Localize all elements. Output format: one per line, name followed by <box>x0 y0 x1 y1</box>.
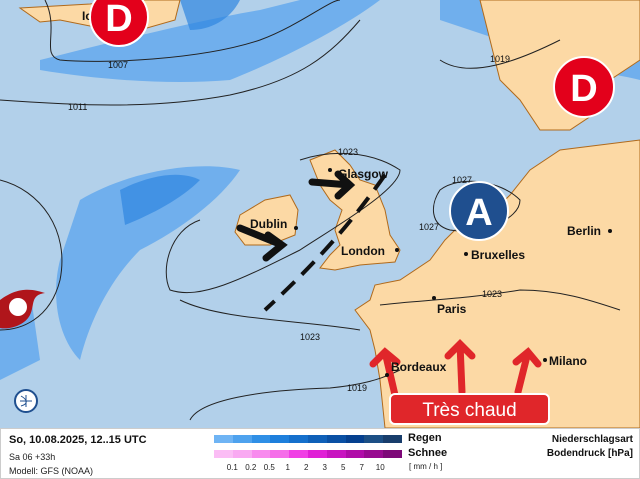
scale-swatch <box>270 450 290 458</box>
scale-swatch <box>383 450 402 458</box>
tropical-cyclone-icon <box>0 289 45 329</box>
isobar-label: 1023 <box>482 289 502 299</box>
forecast-datetime: So, 10.08.2025, 12..15 UTC <box>9 434 147 446</box>
scale-swatch <box>270 435 290 443</box>
tick: 2 <box>304 463 309 472</box>
arrow-up-icon <box>369 347 401 399</box>
scale-swatch <box>289 450 308 458</box>
precipitation-heavy <box>120 0 240 225</box>
tick: 1 <box>285 463 290 472</box>
heat-arrows <box>369 339 542 399</box>
snow-color-scale <box>214 450 402 458</box>
unit-label: [ mm / h ] <box>409 462 443 471</box>
tick: 10 <box>375 463 385 472</box>
heat-banner: Très chaud <box>389 393 550 425</box>
isobar-label: 1019 <box>490 54 510 64</box>
low-pressure-scandinavia: D <box>553 56 615 118</box>
isobar-label: 1023 <box>300 332 320 342</box>
rain-label: Regen <box>408 432 442 444</box>
scale-swatch <box>251 450 271 458</box>
tick: 0.5 <box>263 463 275 472</box>
scale-swatch <box>364 450 384 458</box>
scale-swatch <box>364 435 384 443</box>
low-pressure-iceland: D <box>89 0 149 47</box>
model-run: Sa 06 +33h <box>9 452 56 462</box>
arrow-icon <box>308 170 356 200</box>
legend-title-type: Niederschlagsart <box>551 434 633 445</box>
isobar-label: 1019 <box>347 383 367 393</box>
scale-swatch <box>326 450 346 458</box>
tick: 5 <box>341 463 346 472</box>
city-label: Ic <box>82 9 92 23</box>
scale-swatch <box>232 435 252 443</box>
city-label: Milano <box>549 354 587 368</box>
isobar-label: 1027 <box>452 175 472 185</box>
scale-swatch <box>383 435 402 443</box>
weather-map: 1007 1011 1019 1023 1027 1027 1023 1023 … <box>0 0 640 428</box>
low-symbol: D <box>570 68 597 110</box>
scale-swatch <box>345 450 365 458</box>
wind-arrows <box>236 170 356 262</box>
low-symbol: D <box>105 0 132 40</box>
city-label: Glasgow <box>338 167 389 181</box>
cities: Ic Glasgow Dublin London Bruxelles Berli… <box>82 9 612 377</box>
scale-swatch <box>345 435 365 443</box>
legend-footer: So, 10.08.2025, 12..15 UTC Sa 06 +33h Mo… <box>0 428 640 479</box>
isobar-label: 1023 <box>338 147 358 157</box>
city-label: Paris <box>437 302 467 316</box>
rain-color-scale <box>214 435 402 443</box>
snow-label: Schnee <box>408 447 448 459</box>
city-label: Bordeaux <box>391 360 447 374</box>
scale-swatch <box>251 435 271 443</box>
arrow-up-icon <box>444 339 476 396</box>
scale-swatch <box>326 435 346 443</box>
city-label: Bruxelles <box>471 248 525 262</box>
tick: 0.2 <box>245 463 257 472</box>
isobar-label: 1011 <box>68 102 87 112</box>
scale-swatch <box>307 435 327 443</box>
city-label: London <box>341 244 385 258</box>
great-britain <box>309 149 401 271</box>
isobar-labels: 1007 1011 1019 1023 1027 1027 1023 1023 … <box>68 54 510 393</box>
front-line <box>263 173 387 312</box>
scale-swatch <box>289 435 308 443</box>
model-name: Modell: GFS (NOAA) <box>9 466 94 476</box>
high-pressure: A <box>449 181 509 241</box>
scale-ticks: 0.1 0.2 0.5 1 2 3 5 7 10 <box>223 463 390 472</box>
scale-swatch <box>214 435 233 443</box>
globe-icon[interactable] <box>14 389 38 413</box>
city-label: Dublin <box>250 217 287 231</box>
continent <box>354 139 640 428</box>
tick: 7 <box>359 463 364 472</box>
tick: 0.1 <box>226 463 238 472</box>
arrow-up-icon <box>512 347 542 396</box>
tick: 3 <box>322 463 327 472</box>
arrow-icon <box>236 224 288 262</box>
legend-title-pressure: Bodendruck [hPa] <box>546 448 633 459</box>
scale-swatch <box>214 450 233 458</box>
city-label: Berlin <box>567 224 601 238</box>
isobar-label: 1027 <box>419 222 439 232</box>
scale-swatch <box>307 450 327 458</box>
isobar-label: 1007 <box>108 60 128 70</box>
scale-swatch <box>232 450 252 458</box>
high-symbol: A <box>465 192 492 234</box>
